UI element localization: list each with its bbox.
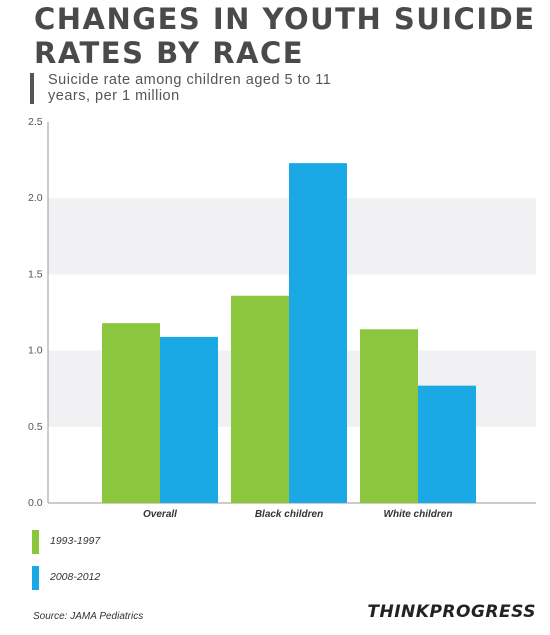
legend-swatch	[32, 566, 39, 590]
y-tick-label: 2.0	[28, 192, 43, 204]
bar-chart: 0.0 0.5 1.0 1.5 2.0 2.5 Overall Black children…	[28, 116, 536, 520]
bar-1993-1997	[360, 329, 418, 503]
source-note: Source: JAMA Pediatrics	[33, 611, 144, 622]
legend-label: 2008-2012	[50, 571, 101, 583]
y-tick-label: 1.0	[28, 345, 43, 357]
y-tick-label: 2.5	[28, 116, 43, 128]
chart-subtitle: Suicide rate among children aged 5 to 11…	[48, 72, 332, 104]
bar-2008-2012	[418, 385, 476, 503]
legend-swatch	[32, 530, 39, 554]
legend-label: 1993-1997	[50, 535, 101, 547]
bar-2008-2012	[289, 163, 347, 503]
y-tick-label: 0.5	[28, 421, 43, 433]
subtitle-accent-bar	[30, 73, 34, 104]
chart-title: CHANGES IN YOUTH SUICIDE RATES BY RACE	[34, 2, 536, 70]
y-tick-label: 1.5	[28, 268, 43, 280]
category-label: White children	[384, 509, 453, 520]
brand-logo: THINKPROGRESS	[367, 602, 536, 622]
category-label: Overall	[143, 509, 177, 520]
bar-2008-2012	[160, 336, 218, 503]
y-tick-label: 0.0	[28, 497, 43, 509]
bar-1993-1997	[231, 295, 289, 503]
category-label: Black children	[255, 509, 323, 520]
bar-1993-1997	[102, 323, 160, 503]
